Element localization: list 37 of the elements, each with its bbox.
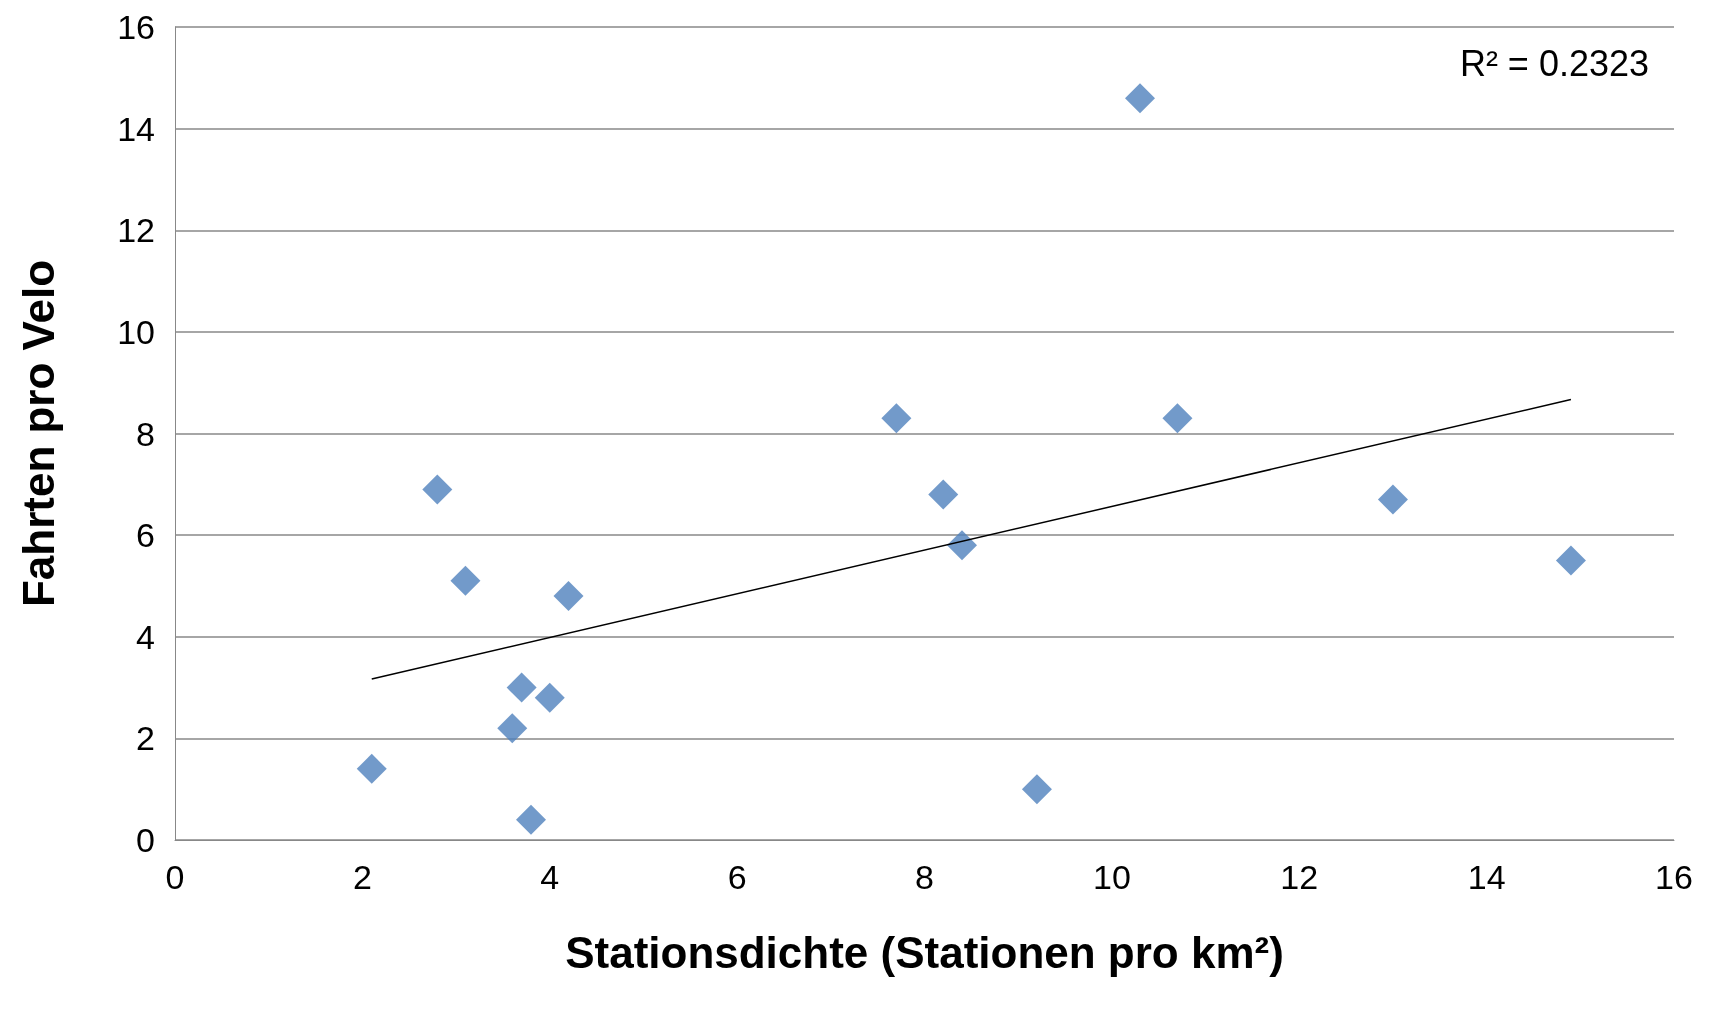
annotation: R² = 0.2323 [1459,42,1649,84]
point [928,479,959,510]
point [497,713,528,744]
x-tick-label: 0 [165,858,185,896]
point [422,474,453,505]
y-tick-label: 10 [117,312,155,351]
point [1021,774,1052,805]
point [881,403,912,434]
x-tick-label: 2 [352,858,372,896]
y-axis-title: Fahrten pro Velo [13,259,63,608]
x-tick-label: 10 [1092,858,1131,896]
point [534,682,565,713]
x-tick-label: 6 [727,858,747,896]
point [450,565,481,596]
point [553,581,584,612]
y-tick-label: 6 [136,516,155,555]
x-tick-label: 4 [540,858,560,896]
y-tick-label: 2 [136,719,155,758]
point [1377,484,1408,515]
y-tick-label: 12 [117,211,155,250]
x-tick-label: 8 [915,858,934,896]
y-tick-label: 14 [117,109,155,148]
x-tick-label: 14 [1467,858,1506,896]
point [946,530,977,561]
y-tick-label: 8 [136,414,155,453]
point [356,753,387,784]
x-tick-label: 12 [1280,858,1319,896]
x-tick-label: 16 [1655,858,1693,896]
point [1162,403,1193,434]
point [516,804,547,835]
y-tick-label: 4 [136,617,155,656]
point [1555,545,1586,576]
point [1124,83,1155,114]
y-tick-label: 16 [117,8,155,46]
x-axis-title: Stationsdichte (Stationen pro km²) [565,927,1284,977]
y-tick-label: 0 [136,821,155,859]
point [506,672,537,703]
